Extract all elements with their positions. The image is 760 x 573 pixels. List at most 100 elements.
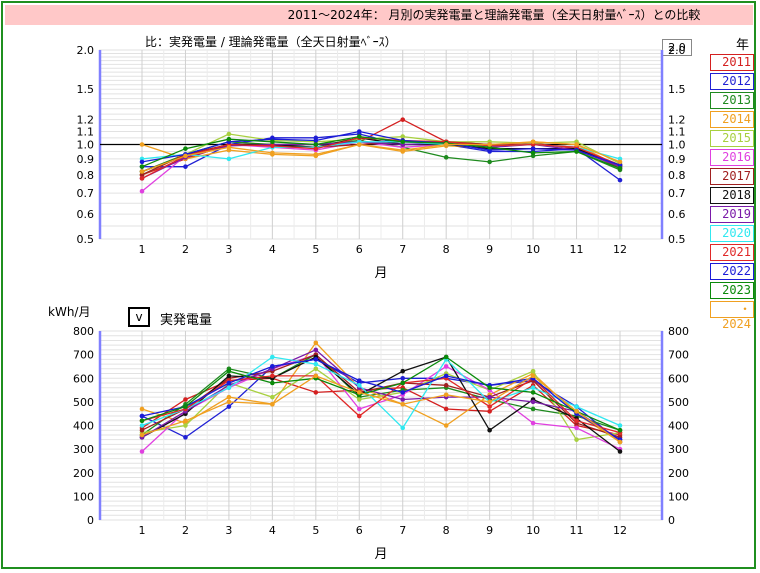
data-point-2020	[400, 425, 406, 431]
series-line-2020	[141, 356, 621, 429]
data-point-2024	[313, 373, 319, 379]
y-tick-label-right: 0.9	[668, 153, 686, 166]
data-point-2015	[356, 397, 362, 402]
legend-item-2017[interactable]: 2017	[710, 168, 754, 185]
x-tick-label: 4	[269, 524, 276, 537]
data-point-2024	[270, 401, 275, 407]
top-value-box[interactable]: 2.0	[662, 39, 692, 56]
data-point-2024	[400, 147, 406, 153]
data-point-2017	[139, 427, 145, 433]
x-axis-label: 月	[374, 547, 387, 562]
data-point-2024	[183, 418, 188, 424]
y-tick-label-right: 800	[668, 325, 689, 338]
data-point-2023	[139, 418, 145, 424]
legend-item-2019[interactable]: 2019	[710, 206, 754, 223]
legend-item-2020[interactable]: 2020	[710, 225, 754, 242]
data-point-2015	[313, 366, 319, 372]
x-tick-label: 1	[139, 243, 146, 256]
data-point-2011	[183, 397, 188, 402]
legend-item-2023[interactable]: 2023	[710, 282, 754, 299]
data-point-2015	[400, 134, 406, 139]
data-point-2020	[530, 385, 536, 390]
legend-item-2014[interactable]: 2014	[710, 111, 754, 128]
data-point-2016	[574, 425, 579, 431]
x-tick-label: 10	[526, 524, 540, 537]
data-point-2017	[139, 172, 145, 178]
legend-item-2013[interactable]: 2013	[710, 92, 754, 109]
data-point-2023	[574, 149, 579, 154]
data-point-2018	[487, 427, 492, 433]
y-tick-label-left: 0	[87, 514, 94, 527]
data-point-2022	[400, 390, 406, 395]
y-tick-label-left: 800	[73, 325, 94, 338]
data-point-2015	[183, 423, 188, 428]
legend-item-2012[interactable]: 2012	[710, 73, 754, 90]
data-point-2024	[617, 439, 623, 445]
legend-item-2022[interactable]: 2022	[710, 263, 754, 280]
data-point-2024	[443, 392, 449, 398]
x-tick-label: 10	[526, 243, 540, 256]
x-tick-label: 9	[486, 243, 493, 256]
data-point-2019	[487, 394, 492, 400]
data-point-2015	[574, 437, 579, 442]
y-tick-label-left: 0.9	[77, 153, 95, 166]
x-axis-label: 月	[374, 266, 387, 281]
y-tick-label-left: 2.0	[77, 44, 95, 57]
data-point-2021	[487, 404, 492, 409]
legend-item-2021[interactable]: 2021	[710, 244, 754, 261]
data-point-2020	[313, 361, 319, 367]
y-tick-label-right: 0.6	[668, 208, 686, 221]
legend-item-2016[interactable]: 2016	[710, 149, 754, 166]
data-point-2022	[313, 357, 319, 362]
data-point-2023	[183, 404, 188, 409]
legend-item-2024[interactable]: ・2024	[710, 301, 754, 331]
data-point-2024	[226, 144, 232, 150]
legend-item-2018[interactable]: 2018	[710, 187, 754, 204]
data-point-2023	[183, 146, 188, 151]
data-point-2024	[617, 159, 623, 165]
series-line-2017	[141, 353, 621, 438]
data-point-2016	[356, 406, 362, 412]
data-point-2024	[139, 432, 145, 438]
series-line-2023	[141, 356, 621, 431]
data-point-2024	[139, 169, 145, 174]
data-point-2023	[226, 368, 232, 374]
data-point-2016	[139, 188, 145, 194]
x-tick-label: 5	[312, 243, 319, 256]
data-point-2020	[139, 423, 145, 428]
data-point-2023	[270, 380, 275, 386]
data-point-2014	[226, 394, 232, 400]
data-point-2012	[617, 177, 623, 183]
data-point-2015	[530, 368, 536, 374]
y-tick-label-left: 300	[73, 443, 94, 456]
data-point-2024	[356, 390, 362, 395]
x-tick-label: 9	[486, 524, 493, 537]
data-point-2022	[226, 380, 232, 386]
y-tick-label-right: 2.0	[668, 44, 686, 57]
x-tick-label: 8	[443, 243, 450, 256]
legend-item-2015[interactable]: 2015	[710, 130, 754, 147]
unit-label: kWh/月	[48, 305, 91, 319]
y-tick-label-left: 1.0	[77, 139, 95, 152]
data-point-2020	[226, 385, 232, 390]
data-point-2024	[183, 153, 188, 159]
data-point-2011	[313, 390, 319, 395]
y-tick-label-right: 1.2	[668, 114, 686, 127]
data-point-2012	[183, 164, 188, 169]
data-point-2022	[443, 373, 449, 379]
x-tick-label: 11	[570, 243, 584, 256]
data-point-2015	[226, 131, 232, 137]
legend-item-2011[interactable]: 2011	[710, 54, 754, 71]
data-point-2023	[617, 165, 623, 171]
data-point-2013	[487, 159, 492, 165]
series-selector-dropdown[interactable]: v	[128, 307, 150, 327]
data-point-2021	[574, 418, 579, 424]
y-tick-label-left: 700	[73, 349, 94, 362]
energy-chart: 0 0 100 100 200 200 300 300 400 400 500 500 600 600 70…	[73, 325, 689, 562]
data-point-2011	[400, 117, 406, 122]
data-point-2022	[530, 146, 536, 151]
x-tick-label: 2	[182, 243, 189, 256]
data-point-2024	[487, 399, 492, 405]
data-point-2021	[270, 373, 275, 379]
x-tick-label: 1	[139, 524, 146, 537]
